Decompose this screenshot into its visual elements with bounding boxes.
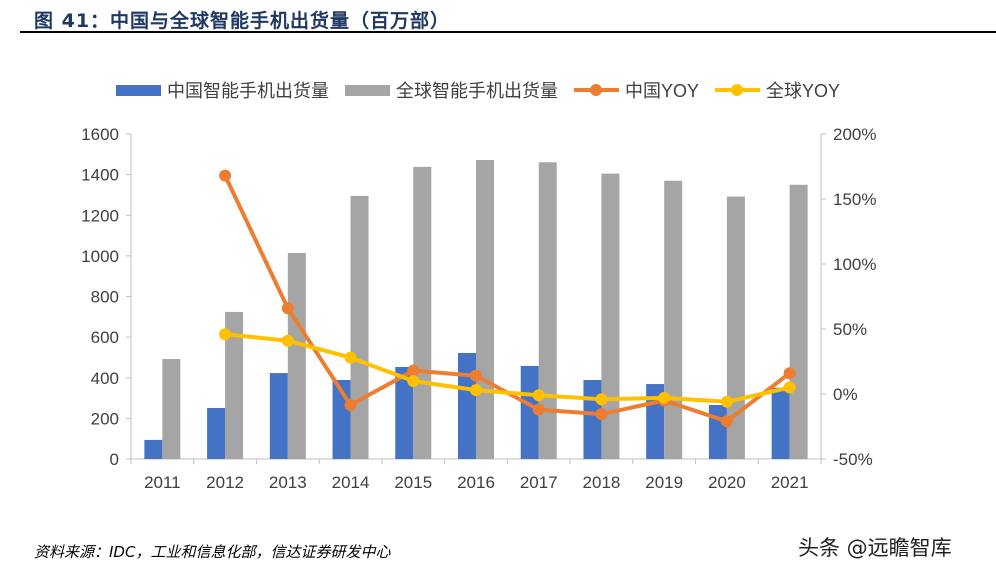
point-china-yoy: [281, 302, 294, 315]
line-global-yoy: [224, 332, 791, 404]
bar-global: [664, 180, 683, 459]
x-axis-tick-label: 2020: [708, 473, 746, 492]
bar-china: [144, 439, 163, 459]
point-global-yoy: [219, 328, 232, 341]
point-china-yoy: [470, 369, 482, 382]
x-axis-tick-label: 2017: [520, 473, 558, 492]
left-axis-tick-label: 1200: [81, 206, 119, 225]
bar-china: [269, 373, 288, 459]
bar-global: [413, 166, 432, 459]
x-axis-tick-label: 2016: [457, 473, 495, 492]
legend-swatch: [345, 85, 390, 96]
right-axis-tick-label: 0%: [833, 385, 858, 404]
point-global-yoy: [595, 393, 608, 406]
point-china-yoy: [720, 415, 733, 428]
right-axis-tick-label: 50%: [833, 320, 867, 339]
point-global-yoy: [720, 395, 733, 408]
legend-marker: [731, 84, 744, 96]
x-axis-tick-label: 2015: [394, 473, 432, 492]
point-global-yoy: [783, 381, 796, 394]
source-note: 资料来源：IDC，工业和信息化部，信达证券研发中心: [34, 543, 391, 561]
point-global-yoy: [344, 351, 357, 364]
left-axis-tick-label: 200: [91, 409, 119, 428]
left-axis-tick-label: 1000: [81, 247, 119, 266]
x-axis-tick-label: 2021: [771, 473, 809, 492]
point-china-yoy: [407, 364, 420, 377]
bar-global: [350, 195, 369, 459]
x-axis-tick-label: 2011: [144, 473, 181, 492]
point-global-yoy: [281, 334, 294, 347]
point-china-yoy: [783, 367, 796, 380]
bar-global: [287, 253, 306, 459]
bar-global: [789, 184, 808, 459]
bar-global: [601, 173, 620, 459]
figure-title: 图 41：中国与全球智能手机出货量（百万部）: [34, 10, 451, 32]
watermark: 头条 @远瞻智库: [798, 536, 952, 560]
point-global-yoy: [407, 375, 420, 387]
legend-swatch: [116, 85, 161, 96]
legend-marker: [590, 84, 602, 96]
left-axis-tick-label: 800: [91, 288, 119, 307]
bar-china: [395, 366, 414, 459]
x-axis-tick-label: 2012: [206, 473, 244, 492]
bar-global: [726, 196, 745, 459]
x-axis-tick-label: 2014: [332, 473, 370, 492]
bar-china: [207, 408, 226, 459]
x-axis-tick-label: 2018: [583, 473, 621, 492]
legend-label: 全球YOY: [766, 81, 840, 101]
point-global-yoy: [470, 384, 482, 397]
point-china-yoy: [219, 169, 232, 182]
right-axis-tick-label: 150%: [833, 190, 876, 209]
legend-label: 全球智能手机出货量: [396, 81, 558, 101]
left-axis-tick-label: 600: [91, 328, 119, 347]
bar-global: [538, 162, 557, 459]
bar-global: [162, 359, 181, 459]
x-axis-tick-label: 2013: [269, 473, 307, 492]
point-china-yoy: [344, 399, 357, 412]
bar-china: [771, 387, 790, 459]
bar-china: [520, 365, 539, 459]
point-china-yoy: [532, 403, 545, 416]
left-axis-tick-label: 1400: [81, 166, 119, 185]
bar-global: [225, 311, 244, 459]
left-axis-tick-label: 0: [110, 450, 119, 469]
bar-china: [458, 352, 476, 459]
bar-china: [708, 404, 727, 459]
legend-label: 中国智能手机出货量: [167, 81, 329, 101]
title-rule: [20, 31, 996, 33]
point-global-yoy: [658, 391, 671, 404]
point-global-yoy: [532, 389, 545, 402]
right-axis-tick-label: -50%: [833, 450, 873, 469]
legend-label: 中国YOY: [625, 81, 699, 101]
left-axis-tick-label: 1600: [81, 125, 119, 144]
left-axis-tick-label: 400: [91, 369, 119, 388]
right-axis-tick-label: 200%: [833, 125, 876, 144]
bar-global: [476, 160, 494, 459]
point-china-yoy: [595, 408, 608, 421]
x-axis-tick-label: 2019: [645, 473, 683, 492]
line-china-yoy: [223, 174, 791, 424]
right-axis-tick-label: 100%: [833, 255, 876, 274]
